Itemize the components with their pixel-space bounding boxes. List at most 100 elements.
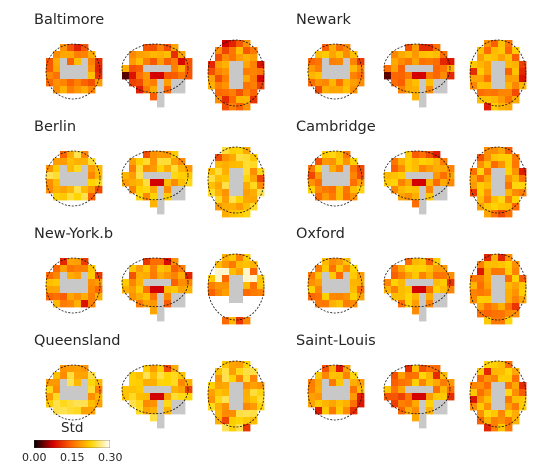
brain-outline: [121, 364, 189, 415]
voxel: [512, 382, 520, 390]
voxel: [477, 89, 485, 97]
panel-title-baltimore: Baltimore: [34, 12, 105, 28]
voxel: [433, 386, 441, 394]
voxel: [88, 172, 96, 180]
voxel: [498, 210, 506, 218]
voxel: [46, 72, 54, 80]
voxel: [178, 172, 186, 180]
voxel: [74, 265, 82, 273]
voxel: [433, 179, 441, 187]
voxel: [343, 65, 351, 73]
voxel: [519, 168, 527, 176]
voxel: [178, 372, 186, 380]
voxel: [470, 289, 478, 297]
voxel: [447, 272, 455, 280]
voxel: [329, 272, 337, 280]
voxel: [405, 300, 413, 308]
voxel: [308, 72, 316, 80]
voxel: [322, 72, 330, 80]
voxel: [322, 379, 330, 387]
voxel: [150, 414, 158, 422]
voxel: [157, 272, 165, 280]
voxel: [440, 79, 448, 87]
voxel: [143, 179, 151, 187]
voxel: [336, 58, 344, 66]
voxel: [491, 61, 499, 69]
voxel: [336, 79, 344, 87]
voxel: [484, 361, 492, 369]
voxel: [505, 361, 513, 369]
voxel: [491, 261, 499, 269]
voxel: [505, 54, 513, 62]
voxel: [243, 368, 251, 376]
voxel: [164, 172, 172, 180]
voxel: [250, 182, 258, 190]
voxel: [447, 165, 455, 173]
voxel: [215, 261, 223, 269]
voxel: [512, 410, 520, 418]
voxel: [257, 175, 265, 183]
voxel: [208, 275, 216, 283]
voxel: [88, 265, 96, 273]
voxel: [122, 393, 130, 401]
voxel: [60, 293, 68, 301]
voxel: [343, 186, 351, 194]
voxel: [95, 58, 103, 66]
voxel: [229, 389, 237, 397]
voxel: [60, 272, 68, 280]
voxel: [215, 47, 223, 55]
voxel: [498, 203, 506, 211]
voxel: [243, 310, 251, 318]
voxel: [229, 168, 237, 176]
voxel: [498, 75, 506, 83]
voxel: [419, 93, 427, 101]
voxel: [150, 393, 158, 401]
voxel: [477, 61, 485, 69]
voxel: [498, 40, 506, 48]
voxel: [229, 382, 237, 390]
voxel: [384, 179, 392, 187]
voxel: [95, 65, 103, 73]
voxel: [329, 258, 337, 266]
voxel: [60, 172, 68, 180]
voxel: [419, 286, 427, 294]
voxel: [477, 68, 485, 76]
voxel: [484, 375, 492, 383]
voxel: [412, 158, 420, 166]
voxel: [343, 386, 351, 394]
voxel: [412, 151, 420, 159]
panel-title-saint-louis: Saint-Louis: [296, 333, 376, 349]
voxel: [412, 258, 420, 266]
voxel: [405, 86, 413, 94]
voxel: [491, 403, 499, 411]
voxel: [60, 372, 68, 380]
voxel: [164, 179, 172, 187]
voxel: [322, 386, 330, 394]
voxel: [46, 286, 54, 294]
panel-title-berlin: Berlin: [34, 119, 77, 135]
voxel: [257, 296, 265, 304]
voxel: [136, 379, 144, 387]
voxel: [243, 196, 251, 204]
voxel: [477, 196, 485, 204]
voxel: [81, 265, 89, 273]
voxel: [315, 300, 323, 308]
voxel: [498, 89, 506, 97]
voxel: [122, 286, 130, 294]
voxel: [222, 189, 230, 197]
voxel: [60, 400, 68, 408]
voxel: [484, 282, 492, 290]
voxel: [491, 40, 499, 48]
voxel: [477, 303, 485, 311]
voxel: [426, 72, 434, 80]
voxel: [81, 258, 89, 266]
voxel: [357, 58, 365, 66]
voxel: [405, 400, 413, 408]
voxel: [88, 300, 96, 308]
voxel: [336, 165, 344, 173]
voxel: [484, 310, 492, 318]
voxel: [250, 168, 258, 176]
voxel: [164, 72, 172, 80]
voxel: [505, 147, 513, 155]
